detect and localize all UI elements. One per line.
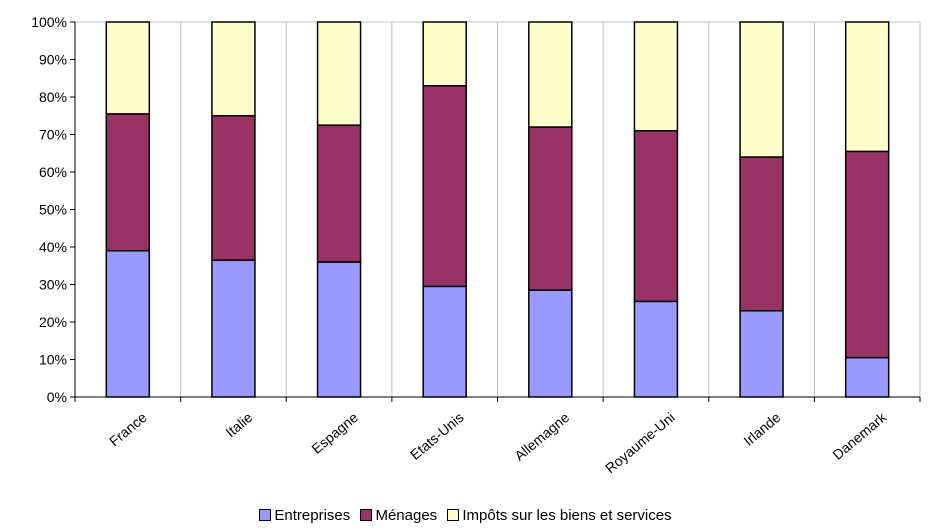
bar-impots	[316, 21, 362, 126]
bar-entreprises	[844, 356, 890, 398]
y-tick-label: 50%	[39, 202, 67, 218]
bar-impots	[211, 21, 256, 117]
legend-swatch-menages	[360, 509, 373, 521]
x-tick-label: Irlande	[740, 409, 783, 449]
bar-entreprises	[739, 310, 784, 398]
y-tick-label: 100%	[31, 14, 67, 30]
x-tick-label: Danemark	[829, 408, 890, 462]
bar-entreprises	[316, 261, 362, 398]
bar-menages	[105, 113, 151, 252]
y-tick-label: 10%	[39, 352, 67, 368]
bar-impots	[528, 21, 573, 128]
legend-item-impots: Impôts sur les biens et services	[447, 507, 672, 524]
legend-swatch-impots	[447, 509, 460, 521]
bar-menages	[633, 130, 679, 303]
x-category-labels: France Italie Espagne Etats-Unis Allemagne Ro…	[106, 408, 890, 476]
y-tick-label: 90%	[39, 52, 67, 68]
bar-entreprises	[105, 250, 151, 398]
bar-impots	[844, 21, 890, 153]
bar-menages	[211, 115, 256, 261]
y-tick-label: 30%	[39, 277, 67, 293]
legend-label-menages: Ménages	[375, 507, 438, 524]
legend-item-entreprises: Entreprises	[259, 507, 350, 524]
legend-label-entreprises: Entreprises	[274, 507, 351, 524]
y-tick-label: 0%	[47, 389, 67, 405]
legend-swatch-entreprises	[259, 509, 272, 521]
y-tick-labels: 0% 10% 20% 30% 40% 50% 60% 70% 80% 90% 100%	[31, 14, 67, 405]
bar-menages	[528, 126, 573, 291]
bar-entreprises	[422, 285, 467, 398]
axes	[70, 21, 921, 402]
chart-grid	[75, 21, 921, 397]
legend-label-impots: Impôts sur les biens et services	[462, 507, 672, 524]
y-tick-label: 40%	[39, 239, 67, 255]
bar-menages	[739, 156, 784, 312]
bar-impots	[422, 21, 467, 87]
y-tick-label: 80%	[39, 89, 67, 105]
legend: Entreprises Ménages Impôts sur les biens…	[0, 507, 931, 524]
x-tick-label: Royaume-Uni	[602, 409, 678, 476]
stacked-bar-chart: 0% 10% 20% 30% 40% 50% 60% 70% 80% 90% 100% France…	[31, 14, 921, 476]
bar-menages	[844, 150, 890, 359]
y-tick-label: 70%	[39, 127, 67, 143]
bar-impots	[739, 21, 784, 158]
x-tick-label: France	[106, 409, 150, 449]
y-tick-label: 20%	[39, 314, 67, 330]
y-tick-label: 60%	[39, 164, 67, 180]
bar-entreprises	[528, 289, 573, 398]
x-tick-label: Etats-Unis	[407, 409, 467, 463]
bars	[105, 21, 890, 398]
bar-impots	[633, 21, 679, 132]
x-tick-label: Italie	[222, 409, 255, 440]
x-tick-label: Espagne	[308, 409, 361, 457]
bar-impots	[105, 21, 151, 115]
legend-item-menages: Ménages	[360, 507, 437, 524]
bar-menages	[422, 85, 467, 288]
bar-menages	[316, 124, 362, 263]
x-tick-label: Allemagne	[511, 409, 572, 464]
bar-entreprises	[211, 259, 256, 398]
bar-entreprises	[633, 300, 679, 398]
